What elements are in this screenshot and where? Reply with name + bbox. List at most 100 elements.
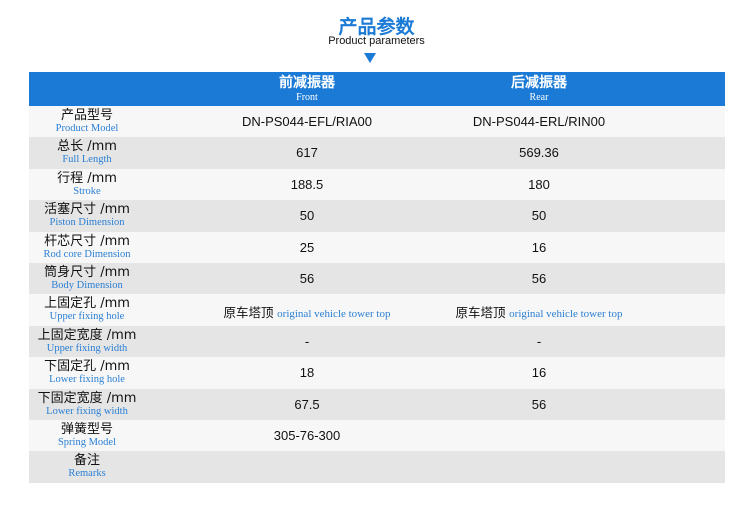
row-label-cn: 产品型号	[60, 108, 113, 123]
value-cn: 原车塔顶	[455, 305, 506, 321]
down-arrow-icon	[364, 53, 376, 63]
rear-value: 56	[419, 271, 659, 286]
row-label-en: Body Dimension	[51, 279, 123, 291]
row-label: 行程 /mm Stroke	[29, 171, 145, 198]
row-label-en: Lower fixing width	[46, 405, 128, 417]
column-front: 前减振器 Front	[207, 75, 407, 103]
row-label: 杆芯尺寸 /mm Rod core Dimension	[29, 234, 145, 261]
row-label-cn: 弹簧型号	[60, 421, 113, 437]
row-label-en: Piston Dimension	[49, 217, 125, 229]
row-label-en: Lower fixing hole	[49, 374, 125, 386]
table-row: 筒身尺寸 /mm Body Dimension 56 56	[29, 262, 725, 295]
row-label-en: Rod core Dimension	[43, 248, 131, 260]
column-front-cn: 前减振器	[279, 75, 335, 91]
rear-value: 180	[419, 177, 659, 192]
table-header: 前减振器 Front 后减振器 Rear	[29, 72, 725, 106]
table-row: 上固定宽度 /mm Upper fixing width - -	[29, 325, 725, 358]
front-value: 305-76-300	[187, 428, 427, 443]
row-label-en: Stroke	[73, 185, 101, 197]
front-value: 617	[187, 145, 427, 160]
rear-value: 16	[419, 240, 659, 255]
column-rear: 后减振器 Rear	[439, 75, 639, 103]
row-label: 下固定孔 /mm Lower fixing hole	[29, 359, 145, 386]
row-label: 产品型号 Product Model	[29, 108, 145, 135]
value-text: -	[304, 333, 310, 349]
value-text: DN-PS044-ERL/RIN00	[472, 114, 606, 129]
value-text: 180	[528, 176, 550, 192]
column-rear-cn: 后减振器	[511, 75, 567, 91]
row-label-cn: 杆芯尺寸 /mm	[44, 233, 130, 249]
front-value: 67.5	[187, 397, 427, 412]
table-row: 备注 Remarks	[29, 451, 725, 483]
front-value: 56	[187, 271, 427, 286]
value-text: 56	[531, 396, 547, 412]
value-text: 18	[299, 365, 315, 381]
value-text: -	[536, 333, 542, 349]
value-text: 188.5	[290, 176, 324, 192]
value-text: 56	[531, 270, 547, 286]
front-value: 原车塔顶 original vehicle tower top	[187, 302, 427, 321]
rear-value: 569.36	[419, 145, 659, 160]
rear-value: 16	[419, 365, 659, 380]
table-row: 产品型号 Product Model DN-PS044-EFL/RIA00 DN-…	[29, 106, 725, 138]
table-row: 行程 /mm Stroke 188.5 180	[29, 168, 725, 201]
value-text: 67.5	[294, 396, 320, 412]
front-value: -	[187, 334, 427, 349]
page-subtitle: Product parameters	[328, 35, 425, 47]
row-label-en: Upper fixing width	[46, 342, 128, 354]
value-cn: 原车塔顶	[223, 305, 274, 321]
row-label-en: Product Model	[55, 123, 119, 134]
row-label-cn: 上固定宽度 /mm	[37, 327, 137, 343]
row-label-cn: 总长 /mm	[57, 139, 117, 155]
row-label-en: Spring Model	[57, 436, 117, 448]
table-row: 总长 /mm Full Length 617 569.36	[29, 137, 725, 169]
row-label: 筒身尺寸 /mm Body Dimension	[29, 265, 145, 292]
value-text: 569.36	[519, 145, 559, 161]
row-label: 备注 Remarks	[29, 453, 145, 480]
front-value: DN-PS044-EFL/RIA00	[187, 114, 427, 129]
row-label-cn: 上固定孔 /mm	[44, 296, 130, 312]
row-label: 上固定宽度 /mm Upper fixing width	[29, 328, 145, 355]
row-label: 总长 /mm Full Length	[29, 139, 145, 166]
value-text: 617	[296, 145, 318, 161]
row-label-en: Remarks	[68, 468, 106, 480]
value-en: original vehicle tower top	[509, 308, 623, 321]
column-rear-en: Rear	[529, 92, 549, 103]
value-text: 56	[299, 270, 315, 286]
value-en: original vehicle tower top	[277, 308, 391, 321]
table-row: 杆芯尺寸 /mm Rod core Dimension 25 16	[29, 231, 725, 263]
rear-value: 56	[419, 397, 659, 412]
rear-value: DN-PS044-ERL/RIN00	[419, 114, 659, 129]
table-row: 上固定孔 /mm Upper fixing hole 原车塔顶 original …	[29, 294, 725, 326]
row-label: 弹簧型号 Spring Model	[29, 422, 145, 449]
table-row: 活塞尺寸 /mm Piston Dimension 50 50	[29, 200, 725, 232]
value-text: DN-PS044-EFL/RIA00	[241, 114, 373, 129]
row-label-cn: 备注	[73, 453, 100, 469]
row-label-en: Full Length	[62, 154, 112, 166]
front-value: 188.5	[187, 177, 427, 192]
value-text: 50	[299, 208, 315, 224]
front-value: 50	[187, 208, 427, 223]
value-text: 25	[299, 239, 315, 255]
rear-value: -	[419, 334, 659, 349]
rear-value: 原车塔顶 original vehicle tower top	[419, 302, 659, 321]
value-text: 305-76-300	[273, 427, 341, 443]
front-value: 18	[187, 365, 427, 380]
row-label-cn: 行程 /mm	[57, 170, 117, 186]
table-row: 下固定孔 /mm Lower fixing hole 18 16	[29, 357, 725, 389]
row-label: 上固定孔 /mm Upper fixing hole	[29, 296, 145, 323]
row-label-cn: 活塞尺寸 /mm	[44, 202, 130, 218]
front-value: 25	[187, 240, 427, 255]
value-text: 16	[531, 239, 547, 255]
page-title: 产品参数	[338, 16, 415, 38]
value-text: 16	[531, 365, 547, 381]
table-row: 弹簧型号 Spring Model 305-76-300	[29, 419, 725, 452]
column-front-en: Front	[296, 92, 318, 103]
row-label-cn: 筒身尺寸 /mm	[44, 264, 130, 280]
table-row: 下固定宽度 /mm Lower fixing width 67.5 56	[29, 388, 725, 420]
row-label: 下固定宽度 /mm Lower fixing width	[29, 391, 145, 418]
value-text: 50	[531, 208, 547, 224]
row-label-en: Upper fixing hole	[49, 311, 125, 323]
rear-value: 50	[419, 208, 659, 223]
row-label-cn: 下固定宽度 /mm	[37, 390, 137, 406]
